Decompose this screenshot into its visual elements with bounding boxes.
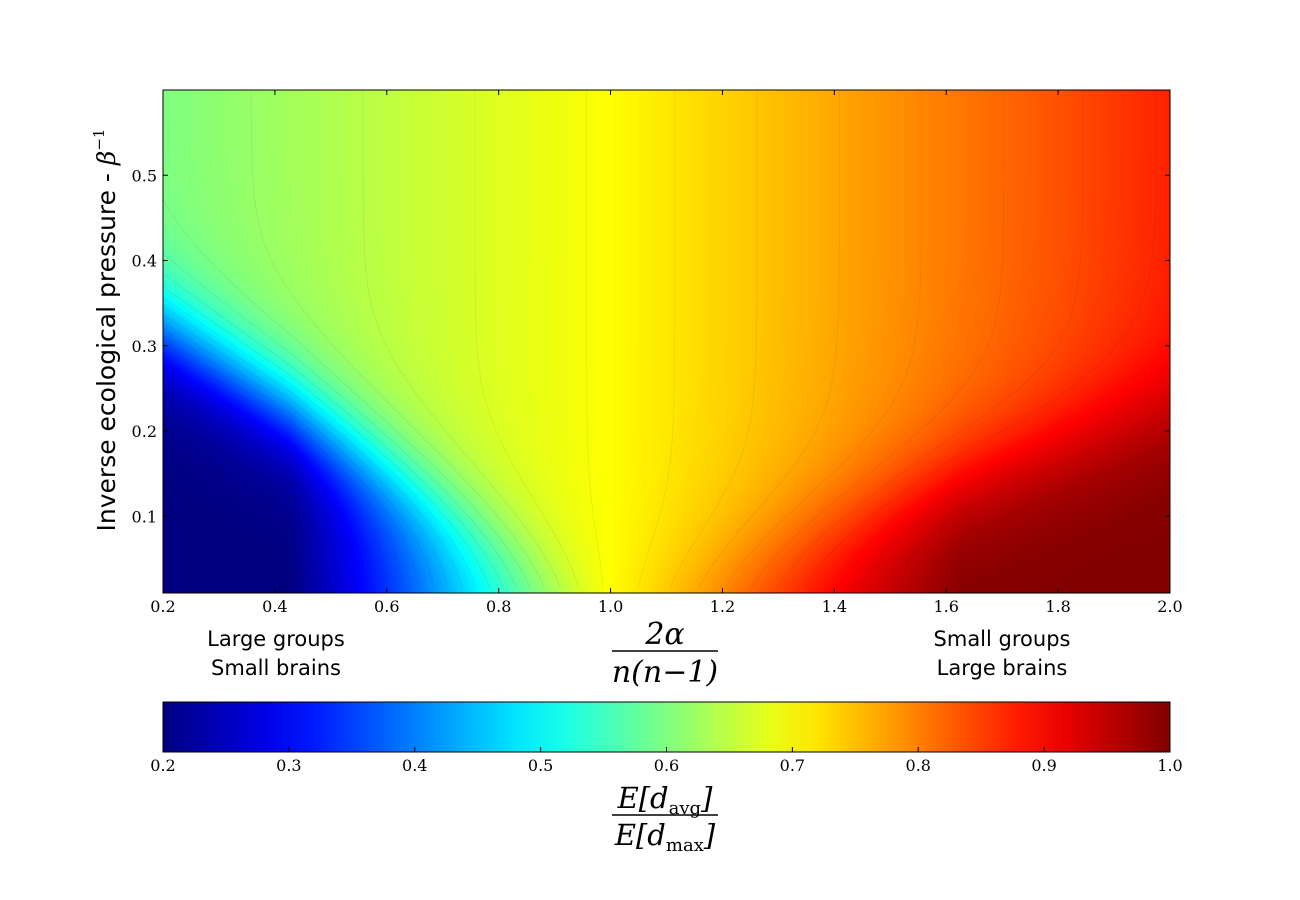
x-tick-label: 0.2 <box>150 597 175 616</box>
y-axis-label-text: Inverse ecological pressure - <box>92 165 121 531</box>
x-tick-label: 1.0 <box>598 597 623 616</box>
x-axis-label: 2α n(n−1) <box>612 617 718 690</box>
colorbar-tick-label: 0.2 <box>150 756 175 775</box>
colorbar-tick-label: 0.5 <box>528 756 553 775</box>
x-tick-label: 0.6 <box>374 597 399 616</box>
y-tick-label: 0.2 <box>132 422 157 441</box>
colorbar-gradient <box>162 701 1171 753</box>
x-axis-label-numerator: 2α <box>644 617 684 652</box>
contour-lines <box>163 90 1165 588</box>
colorbar-label-numerator: E[davg] <box>617 781 714 819</box>
x-tick-label: 1.8 <box>1045 597 1070 616</box>
colorbar-label: E[davg] E[dmax] <box>612 781 718 856</box>
colorbar-label-numerator-base: E[d <box>617 781 669 815</box>
colorbar-label-numerator-sub: avg <box>669 798 701 819</box>
y-axis-label: Inverse ecological pressure - β−1 <box>90 129 121 532</box>
x-tick-label: 2.0 <box>1157 597 1182 616</box>
contour-line-set <box>163 90 1165 588</box>
colorbar-label-denominator: E[dmax] <box>614 818 716 856</box>
colorbar-label-denominator-sub: max <box>666 835 704 856</box>
plot-area <box>162 89 1171 594</box>
colorbar-tick-label: 0.8 <box>906 756 931 775</box>
colorbar-tick-label: 0.7 <box>780 756 805 775</box>
annotation-right: Small groups Large brains <box>934 627 1071 680</box>
y-tick-label: 0.3 <box>132 337 157 356</box>
x-tick-label: 0.4 <box>262 597 287 616</box>
y-tick-label: 0.4 <box>132 252 157 271</box>
colorbar-tick-label: 0.6 <box>654 756 679 775</box>
annotation-right-line-1: Small groups <box>934 627 1071 651</box>
x-tick-label: 0.8 <box>486 597 511 616</box>
x-tick-label: 1.2 <box>710 597 735 616</box>
y-tick-label: 0.5 <box>132 166 157 185</box>
plot-frame <box>162 89 1171 594</box>
colorbar-label-denominator-base: E[d <box>614 818 666 852</box>
colorbar-ticks: 0.2 0.3 0.4 0.5 0.6 0.7 0.8 0.9 1.0 <box>150 747 1183 775</box>
colorbar-tick-label: 0.4 <box>402 756 427 775</box>
x-axis-ticks: 0.2 0.4 0.6 0.8 1.0 1.2 1.4 1.6 1.8 2.0 <box>150 90 1183 616</box>
x-axis-label-denominator: n(n−1) <box>612 655 718 690</box>
colorbar-label-denominator-close: ] <box>703 818 716 852</box>
colorbar-label-numerator-close: ] <box>700 781 713 815</box>
annotation-left: Large groups Small brains <box>207 627 345 680</box>
colorbar-tick-label: 0.3 <box>276 756 301 775</box>
colorbar-tick-label: 1.0 <box>1157 756 1182 775</box>
annotation-left-line-2: Small brains <box>211 656 341 680</box>
annotation-right-line-2: Large brains <box>937 656 1068 680</box>
colorbar-tick-label: 0.9 <box>1031 756 1056 775</box>
annotation-left-line-1: Large groups <box>207 627 345 651</box>
y-axis-label-exponent: −1 <box>90 129 108 151</box>
contour-field <box>163 90 1170 593</box>
y-axis-label-symbol: β <box>92 151 121 166</box>
y-tick-label: 0.1 <box>132 507 157 526</box>
y-axis-ticks: 0.1 0.2 0.3 0.4 0.5 <box>132 166 1170 526</box>
colorbar: 0.2 0.3 0.4 0.5 0.6 0.7 0.8 0.9 1.0 <box>150 701 1183 775</box>
x-tick-label: 1.6 <box>933 597 958 616</box>
x-tick-label: 1.4 <box>822 597 847 616</box>
